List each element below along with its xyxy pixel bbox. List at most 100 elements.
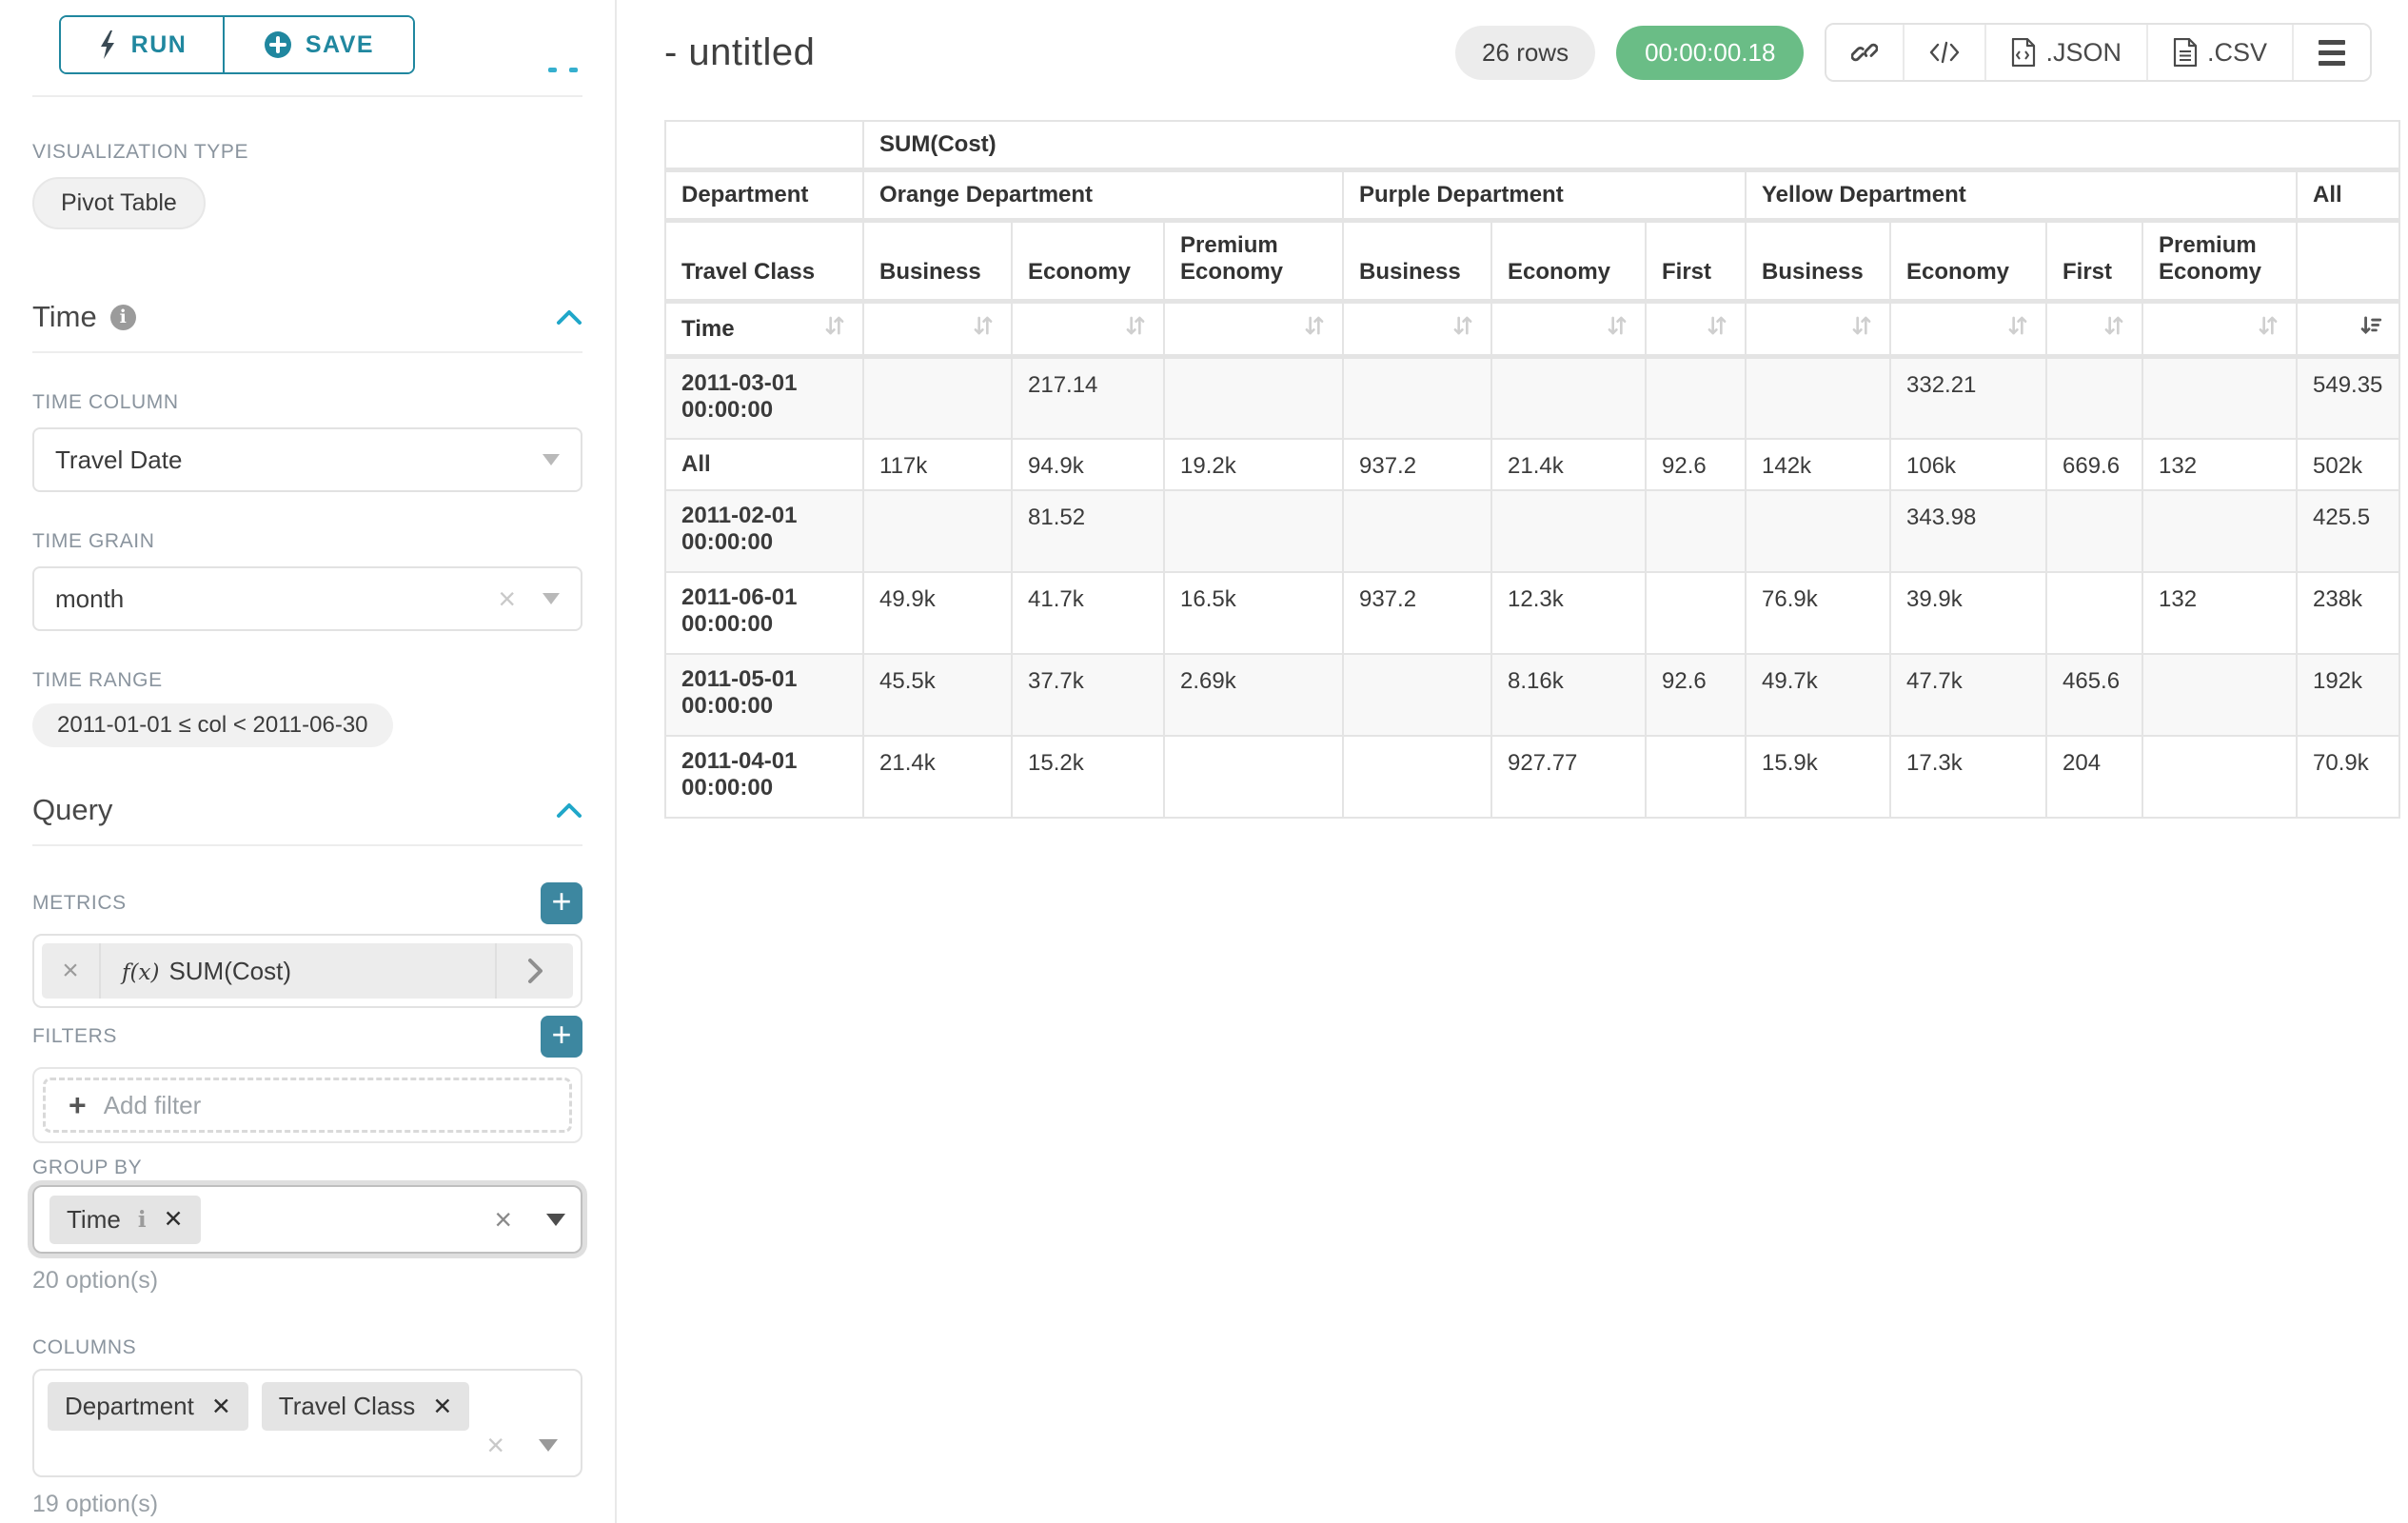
more-menu-button[interactable] [2294, 25, 2370, 80]
pivot-cell [1342, 734, 1492, 819]
pivot-cell: 217.14 [1011, 355, 1165, 440]
travel-class-row-header: Travel Class [664, 219, 864, 304]
department-group-header: Orange Department [862, 168, 1344, 223]
chart-area: - untitled 26 rows 00:00:00.18 [619, 0, 2408, 1523]
add-filter-plus-button[interactable]: + [541, 1016, 582, 1058]
chevron-down-icon[interactable] [543, 593, 560, 604]
pivot-cell: 8.16k [1490, 652, 1647, 737]
pivot-cell [1645, 488, 1747, 573]
column-sort-header[interactable] [1011, 300, 1165, 359]
corner-cell [664, 120, 864, 172]
pivot-cell: 92.6 [1645, 437, 1747, 491]
time-range-pill[interactable]: 2011-01-01 ≤ col < 2011-06-30 [32, 703, 393, 747]
time-column-label: TIME COLUMN [32, 391, 179, 413]
department-group-header: All [2295, 168, 2401, 223]
time-grain-label: TIME GRAIN [32, 530, 155, 552]
travel-class-header: First [2045, 219, 2143, 304]
time-range-label: TIME RANGE [32, 669, 163, 691]
travel-class-header: First [1645, 219, 1747, 304]
metric-name: SUM(Cost) [168, 956, 291, 985]
columns-options-count: 19 option(s) [32, 1491, 159, 1517]
chevron-down-icon[interactable] [543, 454, 560, 465]
chevron-right-icon[interactable] [495, 943, 573, 999]
pivot-cell: 927.77 [1490, 734, 1647, 819]
section-divider [32, 95, 582, 97]
clear-icon[interactable]: × [498, 582, 516, 616]
column-sort-header[interactable] [1342, 300, 1492, 359]
pivot-cell: 669.6 [2045, 437, 2143, 491]
pivot-cell [2142, 734, 2298, 819]
column-sort-header[interactable] [1745, 300, 1891, 359]
pivot-cell: 132 [2142, 570, 2298, 655]
pivot-cell [1745, 355, 1891, 440]
metric-chip[interactable]: × f(x) SUM(Cost) [42, 943, 573, 999]
column-sort-header[interactable] [1645, 300, 1747, 359]
columns-chip-department[interactable]: Department ✕ [48, 1382, 248, 1431]
clear-icon[interactable]: × [486, 1428, 504, 1462]
chart-title[interactable]: - untitled [664, 30, 816, 73]
chevron-down-icon[interactable] [546, 1213, 565, 1226]
chart-header: - untitled 26 rows 00:00:00.18 [619, 0, 2408, 82]
info-icon[interactable]: i [137, 1206, 147, 1233]
pivot-cell [1645, 570, 1747, 655]
pivot-row: 2011-06-01 00:00:00 49.9k 41.7k 16.5k 937.2 1… [664, 570, 2401, 655]
travel-class-header: Premium Economy [1163, 219, 1344, 304]
pivot-cell: 49.9k [862, 570, 1013, 655]
pivot-cell [2045, 488, 2143, 573]
save-button[interactable]: SAVE [225, 17, 413, 72]
pivot-cell [2142, 355, 2298, 440]
remove-metric-icon[interactable]: × [42, 943, 101, 999]
export-csv-button[interactable]: .CSV [2147, 25, 2294, 80]
chevron-up-icon[interactable] [556, 308, 582, 326]
file-code-icon [2011, 38, 2036, 67]
pivot-cell: 117k [862, 437, 1013, 491]
travel-class-header: Premium Economy [2142, 219, 2298, 304]
time-sort-header[interactable]: Time [664, 300, 864, 359]
travel-class-header: Economy [1490, 219, 1647, 304]
column-sort-header[interactable] [2295, 300, 2401, 359]
filters-container: + Add filter [32, 1067, 582, 1143]
code-icon [1929, 40, 1960, 65]
add-metric-button[interactable]: + [541, 882, 582, 924]
clear-icon[interactable]: × [494, 1202, 512, 1236]
group-by-select[interactable]: Time i ✕ × [32, 1185, 582, 1254]
time-section-header: Time i [32, 300, 582, 334]
pivot-row: 2011-02-01 00:00:00 81.52 343.98 425.5 [664, 488, 2401, 573]
row-header: 2011-05-01 00:00:00 [664, 652, 864, 737]
query-section-title: Query [32, 793, 113, 826]
column-sort-header[interactable] [1490, 300, 1647, 359]
column-sort-header[interactable] [1163, 300, 1344, 359]
column-sort-header[interactable] [2045, 300, 2143, 359]
time-column-select[interactable]: Travel Date [32, 427, 582, 492]
pivot-row: 2011-04-01 00:00:00 21.4k 15.2k 927.77 15.9k… [664, 734, 2401, 819]
time-grain-select[interactable]: month × [32, 566, 582, 631]
info-icon: i [109, 304, 136, 330]
add-filter-button[interactable]: + Add filter [43, 1078, 572, 1133]
run-button[interactable]: RUN [61, 17, 225, 72]
remove-chip-icon[interactable]: ✕ [163, 1206, 184, 1233]
pivot-cell [1342, 652, 1492, 737]
pivot-table: SUM(Cost) Department Orange Department Purp… [664, 120, 2401, 819]
chevron-up-icon[interactable] [556, 801, 582, 819]
pivot-cell: 192k [2295, 652, 2401, 737]
collapsed-caret-dots [548, 68, 557, 72]
column-sort-header[interactable] [2142, 300, 2298, 359]
travel-class-header: Business [1745, 219, 1891, 304]
sort-arrows-icon [971, 313, 996, 345]
pivot-cell [1745, 488, 1891, 573]
copy-link-button[interactable] [1826, 25, 1905, 80]
chevron-down-icon[interactable] [539, 1438, 558, 1452]
pivot-cell: 2.69k [1163, 652, 1344, 737]
column-sort-header[interactable] [862, 300, 1013, 359]
export-json-button[interactable]: .JSON [1986, 25, 2148, 80]
group-by-chip-time[interactable]: Time i ✕ [49, 1195, 201, 1244]
embed-code-button[interactable] [1905, 25, 1987, 80]
remove-chip-icon[interactable]: ✕ [432, 1393, 453, 1420]
sort-arrows-icon [1451, 313, 1475, 345]
visualization-type-pill[interactable]: Pivot Table [32, 177, 206, 229]
columns-select[interactable]: Department ✕ Travel Class ✕ × [32, 1369, 582, 1477]
columns-chip-travel-class[interactable]: Travel Class ✕ [261, 1382, 470, 1431]
remove-chip-icon[interactable]: ✕ [210, 1393, 231, 1420]
pivot-cell: 76.9k [1745, 570, 1891, 655]
column-sort-header[interactable] [1889, 300, 2047, 359]
